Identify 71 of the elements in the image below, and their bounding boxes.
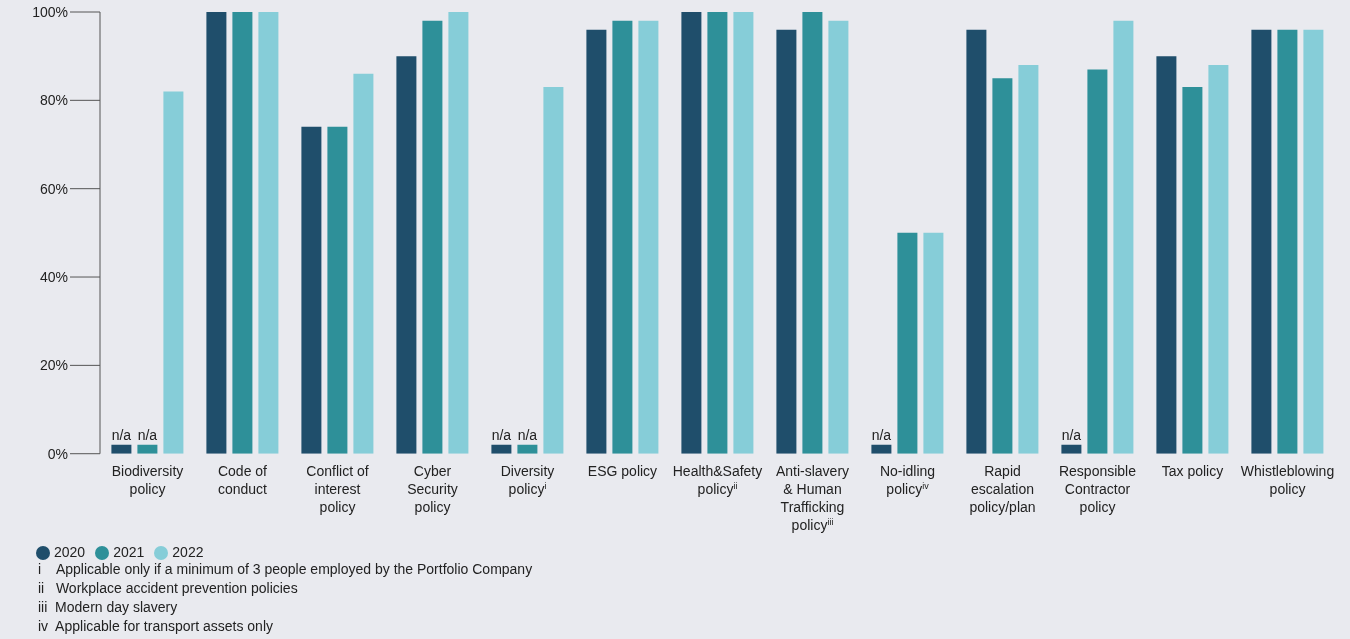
x-tick-label: Diversity policy$^{i}$ [500,462,555,497]
bar [258,12,279,454]
bar [1156,56,1177,454]
data-label: n/a [137,426,158,443]
bar [301,126,322,454]
bar [1208,65,1229,454]
bar [517,444,538,454]
text: i Applicable only if a minimum of 3 people employed by the Portfolio Company [38,560,534,579]
bar [966,29,987,454]
y-tick-label: 40% [39,268,68,285]
legend-label: 2021 [113,543,145,560]
bar [638,20,659,454]
y-tick-label: 100% [32,3,68,20]
bar [897,232,918,454]
bar [396,56,417,454]
data-label: n/a [1061,426,1082,443]
bar [923,232,944,454]
y-tick-label: 0% [47,445,68,462]
bar [871,444,892,454]
x-tick-label: Biodiversity policy [111,462,184,497]
y-tick-label: 60% [39,180,68,197]
legend-label: 2022 [172,543,204,560]
bar [733,12,754,454]
bar [137,444,158,454]
bar [232,12,253,454]
bar [1087,69,1108,454]
data-label: n/a [491,426,512,443]
bar [1251,29,1272,454]
bar [802,12,823,454]
bar [1182,87,1203,454]
bar [111,444,132,454]
x-tick-label: Tax policy [1161,462,1224,479]
bar [327,126,348,454]
bar [353,73,374,454]
bar [206,12,227,454]
x-tick-label: Cyber Security policy [407,462,458,515]
x-tick-label: Responsible Contractor policy [1058,462,1137,515]
bar [1018,65,1039,454]
legend-label: 2020 [54,543,86,560]
text: ii Workplace accident prevention policies [38,579,299,598]
x-tick-label: Rapid escalation policy/plan [969,462,1036,515]
bar [448,12,469,454]
x-tick-label: Conflict of interest policy [306,462,369,515]
data-label: n/a [517,426,538,443]
bar [776,29,797,454]
bar [828,20,849,454]
data-label: n/a [111,426,132,443]
bar [1061,444,1082,454]
y-tick-label: 80% [39,92,68,109]
x-tick-label: Code of conduct [217,462,268,497]
bar [163,91,184,454]
bar [422,20,443,454]
y-tick-label: 20% [39,357,68,374]
x-tick-label: ESG policy [587,462,658,479]
bar [491,444,512,454]
data-label: n/a [871,426,892,443]
x-tick-label: Whistleblowing policy [1240,462,1335,497]
x-tick-label: Anti-slavery & Human Trafficking policy$^{iii}$ [775,462,850,533]
bar [612,20,633,454]
bar [1303,29,1324,454]
bar [707,12,728,454]
bar [1277,29,1298,454]
bar [681,12,702,454]
bar [992,78,1013,454]
x-tick-label: No-idling policy$^{iv}$ [879,462,936,497]
bar [586,29,607,454]
text: iii Modern day slavery [38,598,179,617]
x-tick-label: Health&Safety policy$^{ii}$ [672,462,763,497]
bar [1113,20,1134,454]
text: iv Applicable for transport assets only [38,617,274,636]
bar [543,87,564,454]
